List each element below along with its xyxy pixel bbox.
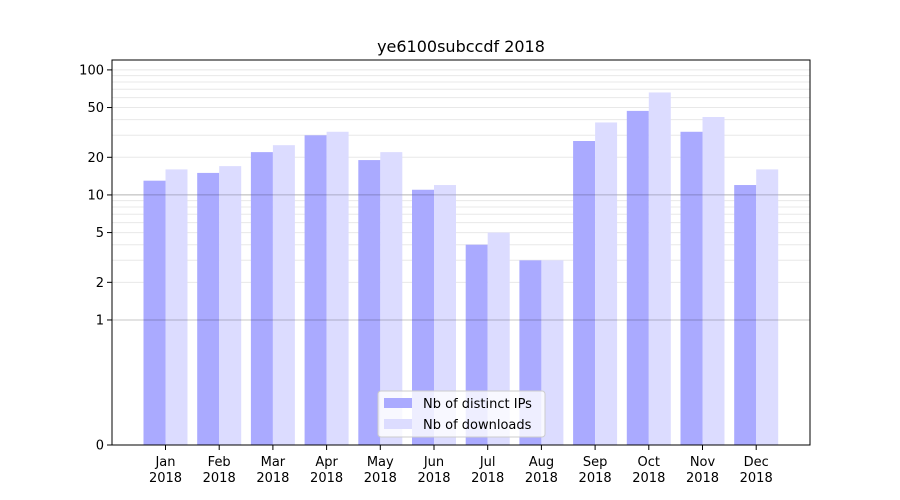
bar-downloads-mar — [272, 145, 295, 445]
x-tick-label-year: 2018 — [525, 471, 558, 486]
x-tick-label-year: 2018 — [310, 471, 343, 486]
x-tick-label-month: Jun — [423, 455, 444, 470]
y-tick-label: 100 — [79, 63, 104, 78]
bar-ips-mar — [250, 152, 273, 445]
y-tick-label: 1 — [96, 313, 104, 328]
x-tick-label-year: 2018 — [579, 471, 612, 486]
y-tick-label: 5 — [96, 226, 104, 241]
y-axis: 0 1 2 5 10 20 50 100 — [79, 63, 112, 454]
x-tick-label-month: Apr — [315, 455, 338, 470]
bars — [143, 92, 779, 446]
x-tick-label-month: Mar — [261, 455, 286, 470]
bar-ips-dec — [734, 185, 757, 445]
x-tick-label-month: Jul — [479, 455, 496, 470]
x-tick-label-year: 2018 — [632, 471, 665, 486]
x-tick-label-month: Aug — [529, 455, 554, 470]
x-tick-label-year: 2018 — [364, 471, 397, 486]
x-tick-label-year: 2018 — [471, 471, 504, 486]
x-tick-label-month: Sep — [583, 455, 608, 470]
x-tick-label-year: 2018 — [149, 471, 182, 486]
legend: Nb of distinct IPs Nb of downloads — [377, 390, 546, 438]
bar-ips-jun — [412, 189, 434, 445]
bar-downloads-sep — [595, 122, 618, 445]
bar-downloads-oct — [648, 92, 671, 446]
x-tick-label-year: 2018 — [256, 471, 289, 486]
bar-downloads-feb — [219, 166, 242, 445]
bar-ips-feb — [197, 172, 220, 445]
x-tick-label-month: Dec — [744, 455, 769, 470]
bar-downloads-jan — [165, 169, 188, 445]
x-tick-label-year: 2018 — [740, 471, 773, 486]
y-tick-label: 50 — [87, 101, 104, 116]
legend-label: Nb of distinct IPs — [423, 397, 532, 412]
y-tick-label: 0 — [96, 439, 104, 454]
bar-ips-oct — [626, 110, 649, 445]
y-tick-label: 10 — [87, 188, 104, 203]
plot-frame — [111, 59, 811, 446]
x-tick-label-year: 2018 — [417, 471, 450, 486]
bar-downloads-apr — [326, 131, 349, 445]
x-tick-label-year: 2018 — [203, 471, 236, 486]
legend-label: Nb of downloads — [423, 418, 532, 433]
legend-box — [377, 390, 546, 438]
bar-downloads-dec — [756, 169, 779, 445]
legend-swatch — [384, 419, 412, 429]
x-tick-label-year: 2018 — [686, 471, 719, 486]
y-tick-label: 20 — [87, 151, 104, 166]
bar-ips-jan — [143, 180, 166, 445]
bar-ips-may — [358, 160, 381, 445]
x-tick-label-month: May — [367, 455, 394, 470]
bar-downloads-jun — [434, 185, 456, 445]
x-tick-label-month: Nov — [690, 455, 716, 470]
x-tick-label-month: Feb — [208, 455, 231, 470]
chart-title: ye6100subccdf 2018 — [377, 37, 545, 56]
y-tick-label: 2 — [96, 276, 104, 291]
x-tick-label-month: Jan — [154, 455, 175, 470]
bar-ips-sep — [573, 140, 596, 445]
bar-ips-apr — [304, 135, 327, 445]
bar-downloads-nov — [702, 117, 725, 445]
bar-ips-nov — [680, 131, 703, 445]
reference-lines — [112, 194, 810, 321]
x-axis: Jan2018Feb2018Mar2018Apr2018May2018Jun20… — [149, 445, 773, 486]
x-tick-label-month: Oct — [638, 455, 660, 470]
bar-downloads-may — [380, 152, 403, 445]
legend-swatch — [384, 398, 412, 408]
bar-downloads-aug — [541, 260, 564, 445]
